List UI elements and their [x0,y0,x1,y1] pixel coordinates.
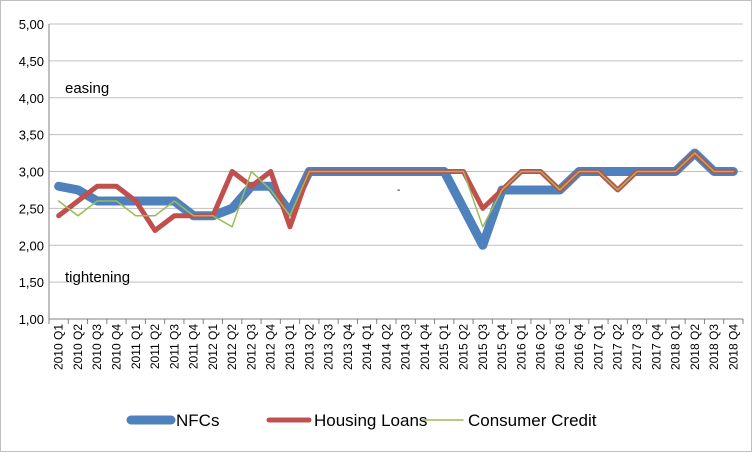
x-tick-label: 2014 Q2 [379,324,393,370]
x-tick-label: 2012 Q3 [244,324,258,370]
x-tick-label: 2010 Q2 [71,324,85,370]
x-tick-label: 2016 Q2 [534,324,548,370]
x-tick-label: 2012 Q2 [225,324,239,370]
series-line-consumer-credit [57,152,735,228]
x-tick-label: 2013 Q1 [283,324,297,370]
x-tick-label: 2017 Q4 [649,324,663,370]
series-line-housing-loans [56,150,736,233]
x-tick-label: 2017 Q1 [591,324,605,370]
x-tick-label: 2015 Q2 [456,324,470,370]
y-tick-label: 2,00 [19,238,44,253]
stray-dash-mark: - [397,185,400,196]
x-tick-label: 2018 Q2 [688,324,702,370]
y-tick-label: 3,50 [19,128,44,143]
x-tick-label: 2015 Q4 [495,324,509,370]
x-tick-label: 2014 Q3 [399,324,413,370]
x-tick-label: 2013 Q3 [322,324,336,370]
y-tick-label: 3,00 [19,165,44,180]
axes [48,24,744,324]
x-tick-label: 2011 Q4 [187,324,201,369]
legend-label: NFCs [176,411,219,430]
x-tick-label: 2013 Q2 [302,324,316,370]
x-tick-label: 2015 Q1 [437,324,451,370]
x-tick-label: 2015 Q3 [476,324,490,370]
y-tick-label: 1,00 [19,312,44,327]
x-tick-label: 2010 Q1 [52,324,66,370]
x-tick-label: 2018 Q4 [726,324,740,370]
y-tick-labels: 1,00 1,50 2,00 2,50 3,00 3,50 4,00 4,50 5,00 [19,17,44,327]
x-tick-label: 2014 Q4 [418,324,432,370]
series-line-nfcs [54,148,738,250]
x-tick-label: 2018 Q1 [669,324,683,370]
x-tick-label: 2012 Q4 [264,324,278,370]
legend: NFCs Housing Loans Consumer Credit [126,411,597,430]
x-tick-label: 2013 Q4 [341,324,355,370]
x-tick-label: 2018 Q3 [707,324,721,370]
x-tick-label: 2010 Q3 [90,324,104,370]
x-tick-label: 2017 Q2 [611,324,625,370]
series-lines [54,148,738,250]
x-tick-labels: 2010 Q1 2010 Q2 2010 Q3 2010 Q4 2011 Q1 2011 … [52,324,741,370]
legend-label: Housing Loans [314,411,427,430]
x-tick-label: 2012 Q1 [206,324,220,370]
annotation-easing: easing [65,80,109,97]
annotation-tightening: tightening [65,269,130,286]
y-tick-label: 1,50 [19,275,44,290]
x-tick-label: 2016 Q4 [572,324,586,370]
y-tick-label: 2,50 [19,201,44,216]
y-tick-label: 5,00 [19,17,44,32]
x-tick-label: 2011 Q2 [148,324,162,369]
x-tick-label: 2011 Q1 [129,324,143,369]
y-tick-label: 4,50 [19,54,44,69]
x-tick-label: 2017 Q3 [630,324,644,370]
x-tick-label: 2011 Q3 [167,324,181,369]
x-tick-label: 2016 Q1 [514,324,528,370]
x-tick-label: 2014 Q1 [360,324,374,370]
x-tick-label: 2010 Q4 [109,324,123,370]
x-tick-label: 2016 Q3 [553,324,567,370]
y-tick-label: 4,00 [19,91,44,106]
legend-label: Consumer Credit [468,411,597,430]
